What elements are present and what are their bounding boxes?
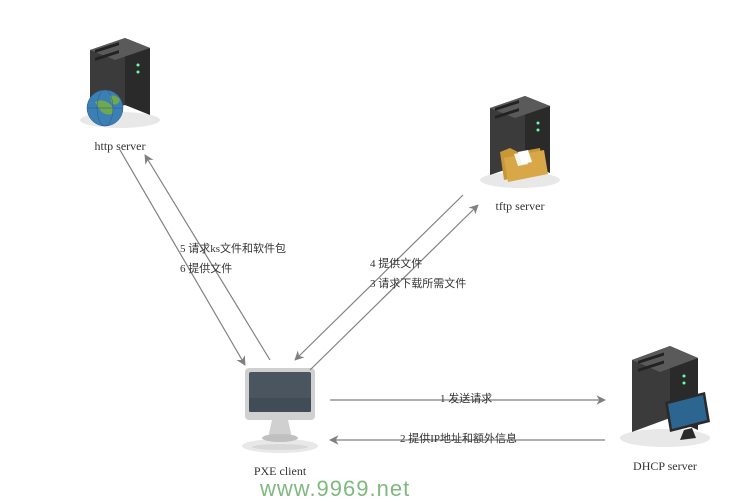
dhcp-server-node: DHCP server	[610, 330, 720, 474]
http-server-label: http server	[70, 139, 170, 154]
edge-label-e5: 5 请求ks文件和软件包	[180, 240, 286, 256]
pxe-client-node: PXE client	[230, 360, 330, 479]
dhcp-server-label: DHCP server	[610, 459, 720, 474]
server-globe-icon	[70, 20, 170, 130]
edge-e5	[145, 155, 270, 360]
edge-label-e4: 4 提供文件	[370, 255, 422, 271]
edge-label-e6: 6 提供文件	[180, 260, 232, 276]
tftp-server-node: tftp server	[470, 80, 570, 214]
edge-label-e3: 3 请求下载所需文件	[370, 275, 466, 291]
monitor-icon	[230, 360, 330, 455]
edge-e6	[120, 150, 245, 365]
edge-label-e1: 1 发送请求	[440, 390, 492, 406]
tftp-server-label: tftp server	[470, 199, 570, 214]
server-monitor-icon	[610, 330, 720, 450]
edge-label-e2: 2 提供IP地址和额外信息	[400, 430, 517, 446]
server-folder-icon	[470, 80, 570, 190]
http-server-node: http server	[70, 20, 170, 154]
watermark-text: www.9969.net	[260, 476, 410, 502]
